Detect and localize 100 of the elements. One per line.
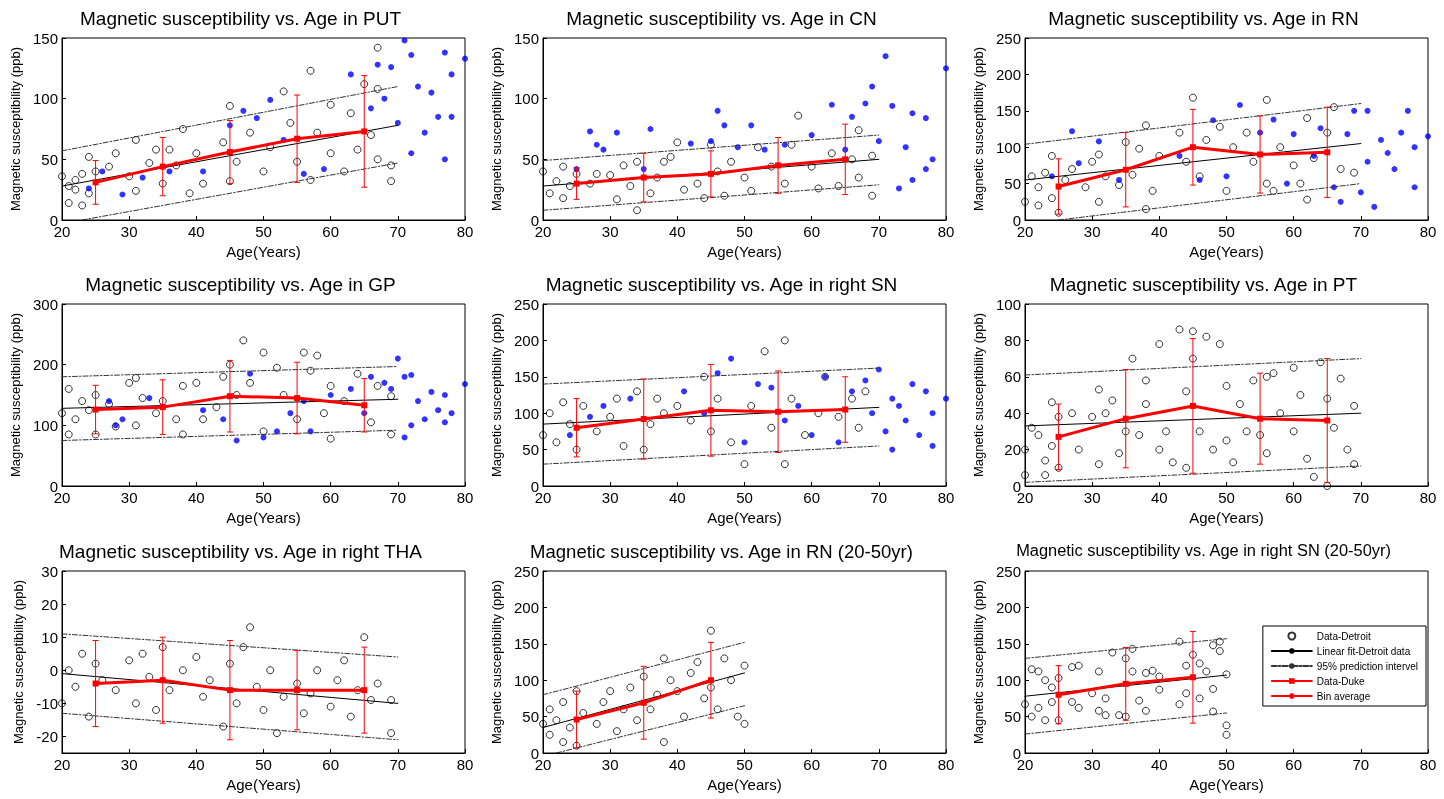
x-tick-label: 50: [1217, 755, 1235, 773]
chart-title: Magnetic susceptibility vs. Age in RN: [1047, 8, 1359, 29]
x-tick-label: 30: [1083, 489, 1101, 507]
x-tick-label: 50: [255, 223, 272, 240]
x-tick-label: 70: [870, 755, 888, 773]
y-tick-label: 100: [514, 671, 540, 689]
x-tick-label: 80: [456, 489, 474, 507]
legend-label: Bin average: [1316, 690, 1371, 702]
y-tick-label: 100: [995, 138, 1021, 156]
x-axis-title: Age(Years): [707, 509, 783, 527]
x-tick-label: 40: [669, 223, 687, 240]
x-tick-label: 40: [1150, 489, 1168, 507]
legend-label: Data-Duke: [1316, 675, 1365, 687]
x-tick-label: 40: [1150, 755, 1168, 773]
y-tick-label: 150: [32, 29, 58, 47]
x-tick-label: 30: [1083, 755, 1101, 773]
chart-title: Magnetic susceptibility vs. Age in right SN (20-50yr): [1015, 540, 1391, 559]
chart-title: Magnetic susceptibility vs. Age in GP: [85, 274, 396, 296]
x-axis-title: Age(Years): [1188, 775, 1264, 793]
x-axis-title: Age(Years): [226, 775, 301, 793]
y-tick-label: 20: [1003, 441, 1021, 459]
y-tick-label: 50: [522, 707, 540, 725]
chart-title: Magnetic susceptibility vs. Age in PT: [1049, 274, 1358, 296]
y-tick-label: 200: [32, 356, 58, 374]
y-tick-label: 20: [41, 595, 58, 613]
y-axis-title: Magnetic susceptibility (ppb): [970, 579, 986, 744]
y-tick-label: 200: [995, 598, 1021, 616]
x-tick-label: 60: [322, 489, 340, 507]
chart-title: Magnetic susceptibility vs. Age in RN (20-50yr): [530, 540, 914, 562]
y-tick-label: 50: [41, 150, 58, 168]
y-tick-label: 150: [995, 102, 1021, 120]
y-tick-label: 100: [514, 405, 540, 423]
x-tick-label: 40: [187, 223, 205, 240]
y-axis-title: Magnetic susceptibility (ppb): [8, 46, 24, 212]
x-tick-label: 80: [1419, 755, 1436, 773]
x-tick-label: 40: [187, 755, 205, 773]
y-tick-label: -20: [36, 727, 58, 745]
y-tick-label: 30: [41, 562, 58, 580]
x-tick-label: 70: [389, 489, 407, 507]
y-tick-label: 200: [514, 332, 540, 350]
x-tick-label: 30: [120, 223, 138, 240]
y-tick-label: 50: [1003, 707, 1021, 725]
y-tick-label: 80: [1003, 332, 1021, 350]
x-axis-title: Age(Years): [1188, 242, 1264, 260]
x-tick-label: 30: [602, 489, 619, 507]
x-tick-label: 50: [1217, 223, 1235, 240]
x-tick-label: 30: [1083, 223, 1101, 240]
y-axis-title: Magnetic susceptibility (ppb): [11, 579, 27, 744]
chart-title: Magnetic susceptibility vs. Age in right SN: [545, 274, 898, 296]
x-tick-label: 50: [255, 489, 272, 507]
y-tick-label: 60: [1003, 368, 1021, 386]
y-tick-label: 300: [32, 295, 58, 313]
chart-title: Magnetic susceptibility vs. Age in right THA: [59, 540, 423, 562]
x-axis-title: Age(Years): [707, 242, 783, 260]
x-tick-label: 40: [669, 755, 687, 773]
y-tick-label: 10: [41, 628, 58, 646]
y-tick-label: 50: [1003, 175, 1021, 193]
y-tick-label: 40: [1003, 405, 1021, 423]
x-tick-label: 80: [937, 223, 955, 240]
x-tick-label: 50: [255, 755, 272, 773]
x-tick-label: 70: [870, 223, 888, 240]
x-tick-label: 30: [120, 755, 138, 773]
y-tick-label: 50: [522, 150, 540, 168]
y-tick-label: 100: [514, 90, 540, 108]
x-tick-label: 30: [602, 755, 619, 773]
legend-label: 95% prediction intervel: [1316, 660, 1418, 672]
y-tick-label: 100: [32, 90, 58, 108]
y-tick-label: 0: [49, 661, 58, 679]
x-tick-label: 60: [1284, 489, 1302, 507]
x-tick-label: 40: [1150, 223, 1168, 240]
x-tick-label: 40: [669, 489, 687, 507]
x-tick-label: 50: [736, 489, 754, 507]
x-tick-label: 50: [1217, 489, 1235, 507]
x-tick-label: 60: [803, 489, 821, 507]
x-tick-label: 30: [120, 489, 138, 507]
y-tick-label: 250: [995, 29, 1021, 47]
legend-label: Linear fit-Detroit data: [1316, 645, 1411, 657]
x-tick-label: 80: [456, 755, 474, 773]
x-tick-label: 60: [322, 223, 340, 240]
x-tick-label: 70: [1352, 223, 1369, 240]
x-tick-label: 70: [389, 755, 407, 773]
y-axis-title: Magnetic susceptibility (ppb): [970, 46, 986, 212]
y-axis-title: Magnetic susceptibility (ppb): [489, 46, 505, 212]
x-tick-label: 80: [456, 223, 474, 240]
y-tick-label: 150: [514, 368, 540, 386]
y-tick-label: 200: [514, 598, 540, 616]
y-tick-label: 100: [995, 295, 1021, 313]
y-axis-title: Magnetic susceptibility (ppb): [8, 313, 24, 478]
y-tick-label: -10: [36, 694, 58, 712]
x-tick-label: 70: [389, 223, 407, 240]
y-tick-label: 150: [995, 634, 1021, 652]
x-tick-label: 60: [322, 755, 340, 773]
y-tick-label: 100: [32, 417, 58, 435]
y-tick-label: 250: [995, 562, 1021, 580]
x-axis-title: Age(Years): [707, 775, 783, 793]
x-tick-label: 60: [803, 223, 821, 240]
x-tick-label: 50: [736, 755, 754, 773]
x-tick-label: 60: [1284, 223, 1302, 240]
y-tick-label: 250: [514, 295, 540, 313]
y-axis-title: Magnetic susceptibility (ppb): [489, 313, 505, 478]
